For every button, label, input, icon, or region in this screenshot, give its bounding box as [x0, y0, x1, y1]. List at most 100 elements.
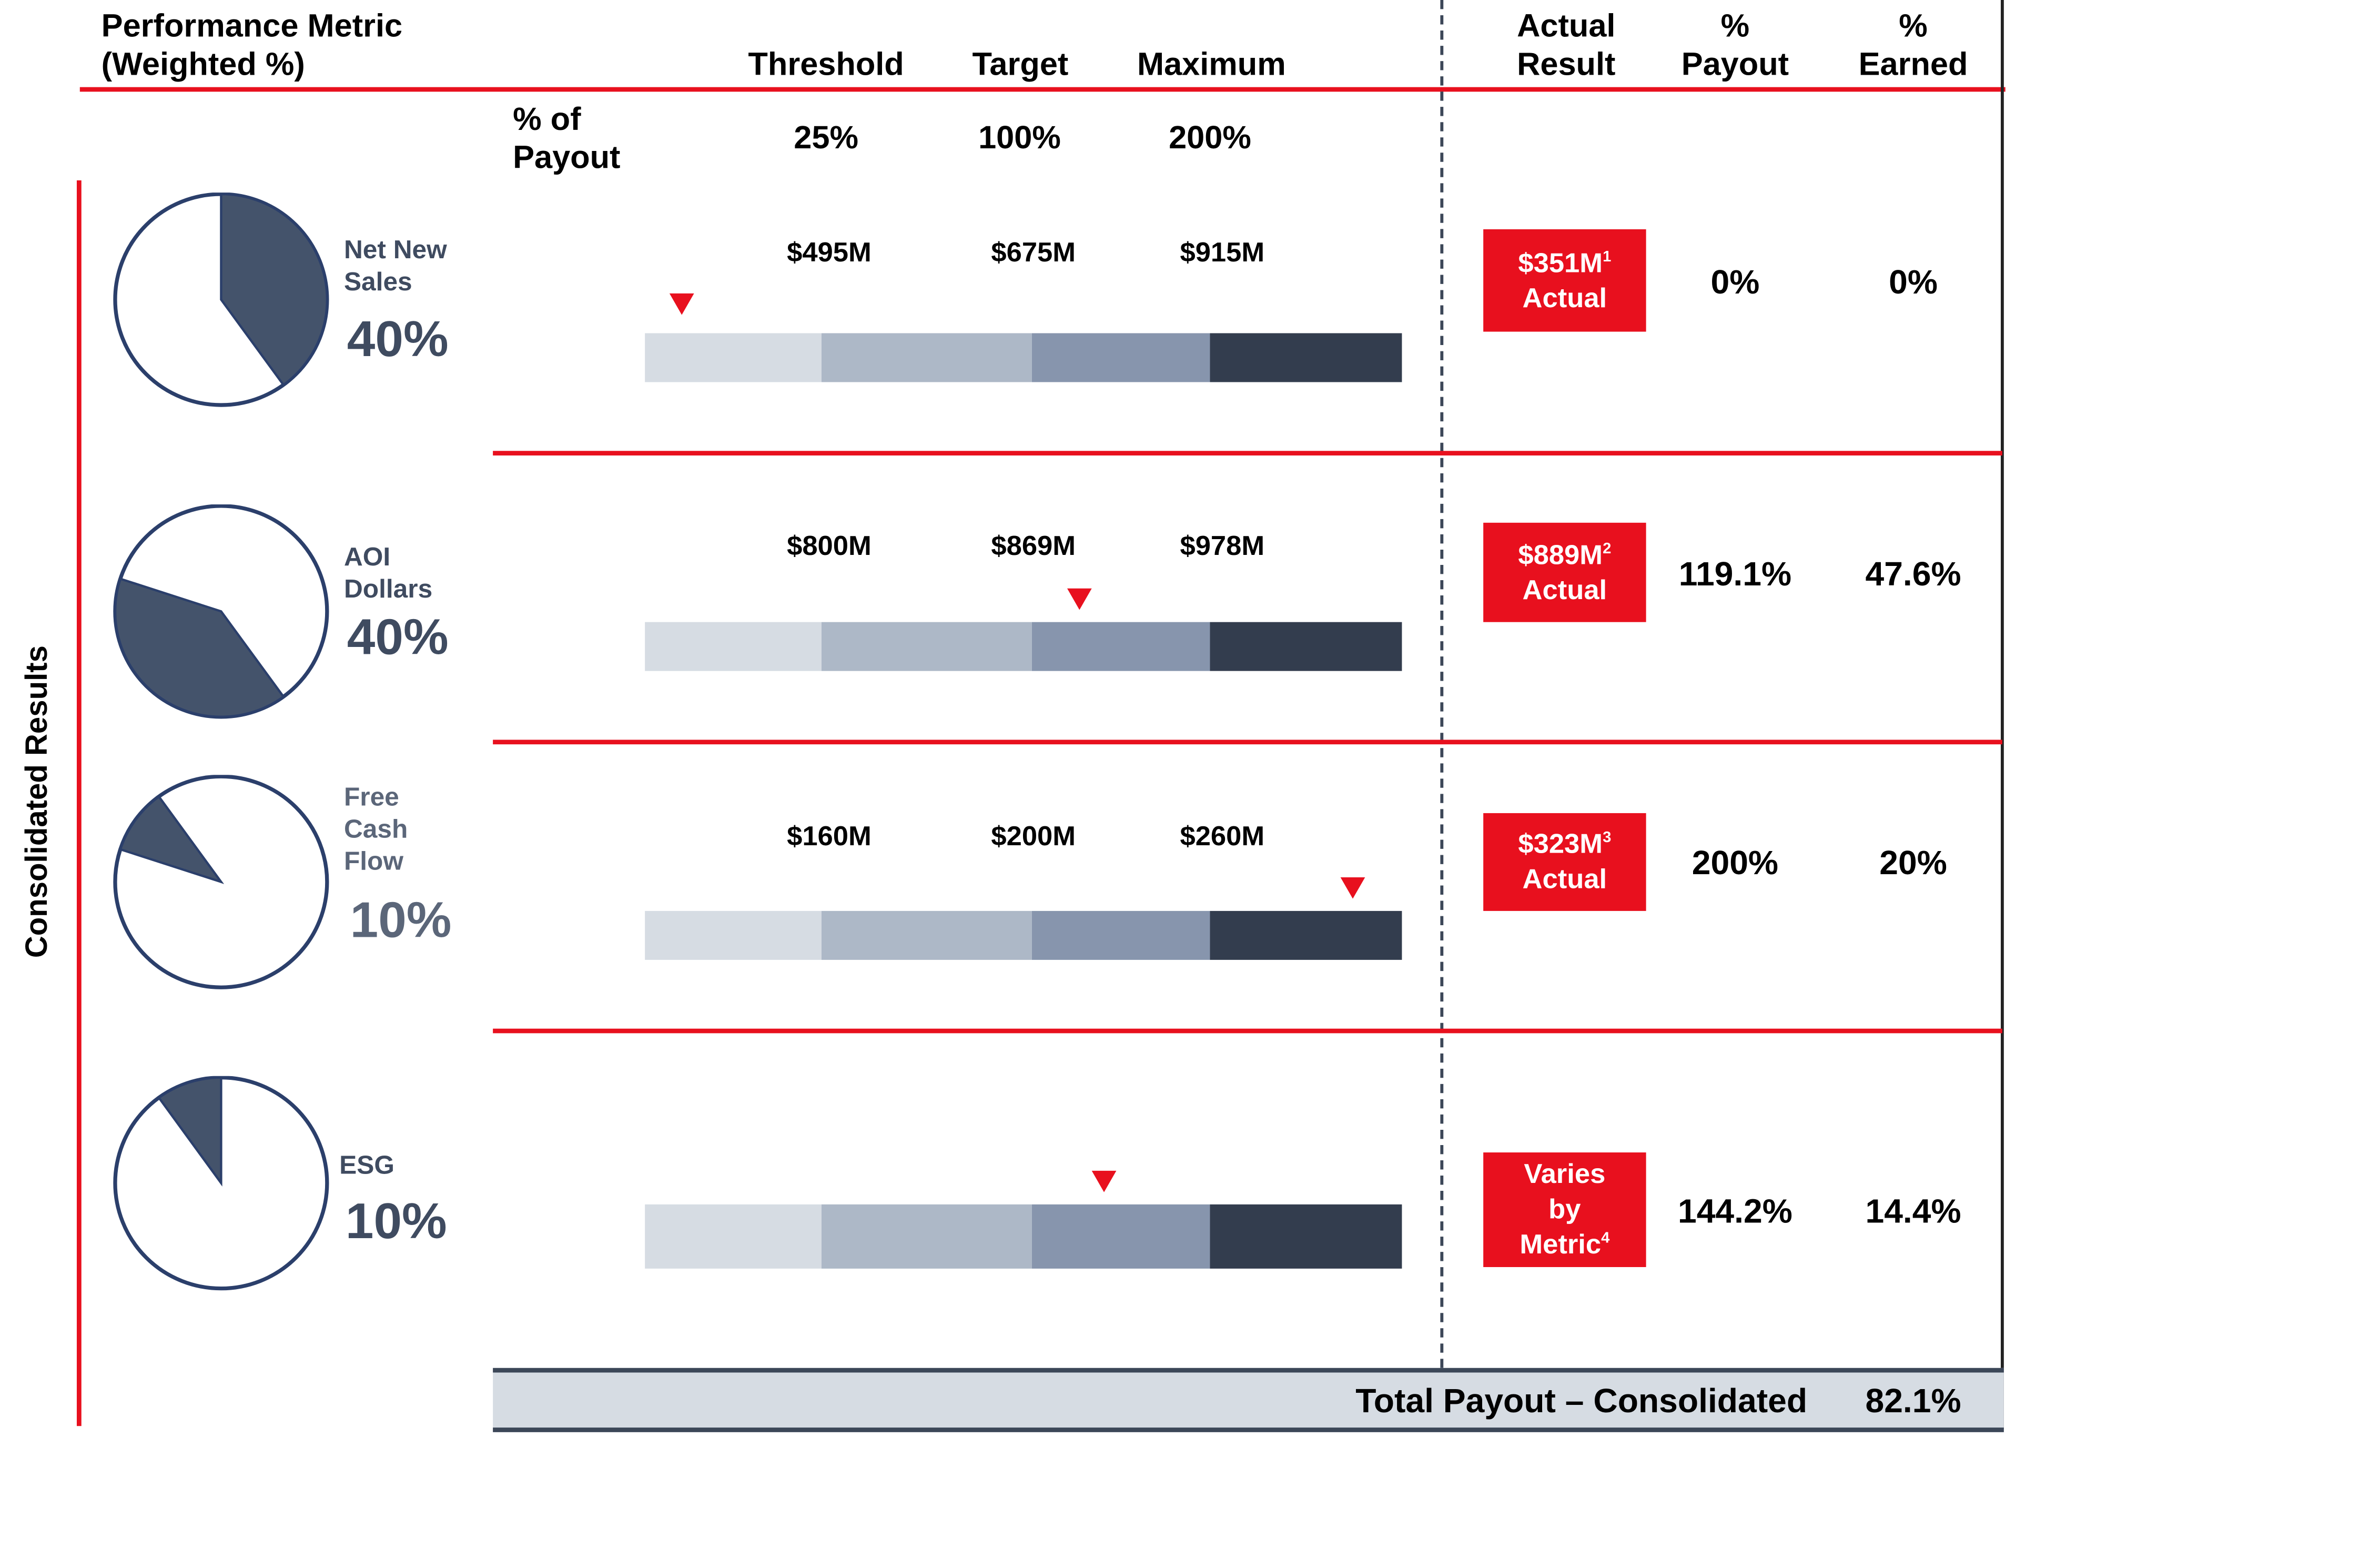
earned-3: 20% — [1879, 844, 1947, 882]
scale-segment-below-threshold — [645, 910, 822, 960]
metric-name-esg: ESG — [339, 1149, 394, 1181]
header-earned-line2: Earned — [1858, 47, 1968, 83]
footnote-marker: 2 — [1603, 540, 1612, 558]
actual-marker-3 — [1340, 877, 1365, 899]
header-payout-line2: Payout — [1681, 47, 1789, 83]
actual-label: Actual — [1522, 574, 1607, 605]
actual-line: by — [1548, 1193, 1581, 1224]
actual-line-text: Metric — [1520, 1229, 1602, 1260]
header-payout-line1: % — [1720, 9, 1750, 45]
metric-name-free-cash-flow: Free Cash Flow — [344, 781, 408, 877]
header-target: Target — [972, 47, 1069, 83]
payout-row-label-line1: % of — [513, 102, 581, 138]
threshold-value-3: $160M — [787, 821, 872, 852]
metric-weight-free-cash-flow: 10% — [350, 891, 452, 948]
target-value-1: $675M — [991, 237, 1076, 268]
payout-4: 144.2% — [1677, 1192, 1792, 1231]
scale-segment-threshold-target — [821, 622, 1032, 671]
scale-segment-threshold-target — [821, 1204, 1032, 1269]
actual-line: Metric4 — [1520, 1227, 1609, 1262]
metric-name-aoi-dollars: AOI Dollars — [344, 541, 432, 605]
pie-free-cash-flow — [113, 775, 329, 989]
header-divider — [79, 87, 2006, 92]
actual-result-3: $323M3 Actual — [1483, 813, 1646, 911]
actual-value: $323M — [1518, 828, 1603, 859]
metric-weight-esg: 10% — [345, 1192, 447, 1249]
footnote-marker: 3 — [1603, 829, 1612, 847]
footnote-marker: 1 — [1603, 248, 1612, 266]
scale-segment-above-max — [1210, 333, 1402, 382]
payout-target: 100% — [978, 120, 1061, 156]
metric-name-line: Dollars — [343, 574, 433, 604]
actual-result-4: Varies by Metric4 — [1483, 1152, 1646, 1267]
actual-value-line: $323M3 — [1518, 827, 1611, 862]
pie-slice-net-new-sales — [220, 193, 329, 387]
header-payout: % Payout — [1658, 8, 1812, 84]
pie-net-new-sales — [113, 193, 329, 407]
metric-name-line: Flow — [343, 846, 403, 876]
actual-result-1: $351M1 Actual — [1483, 229, 1646, 332]
header-actual-result: Actual Result — [1486, 8, 1646, 84]
scale-segment-target-max — [1031, 333, 1210, 382]
threshold-value-2: $800M — [787, 530, 872, 561]
header-actual-line1: Actual — [1517, 9, 1616, 45]
header-actual-line2: Result — [1517, 47, 1616, 83]
earned-2: 47.6% — [1865, 554, 1961, 593]
metric-weight-net-new-sales: 40% — [347, 310, 449, 367]
maximum-value-3: $260M — [1180, 821, 1265, 852]
actual-result-2: $889M2 Actual — [1483, 522, 1646, 622]
header-earned-line1: % — [1899, 9, 1928, 45]
earned-1: 0% — [1889, 262, 1938, 301]
actual-label: Actual — [1522, 863, 1607, 894]
scale-bar-2 — [645, 622, 1402, 671]
threshold-value-1: $495M — [787, 237, 872, 268]
metric-weight-aoi-dollars: 40% — [347, 608, 449, 665]
payout-threshold: 25% — [794, 120, 858, 156]
header-threshold: Threshold — [748, 47, 904, 83]
total-label: Total Payout – Consolidated — [1355, 1381, 1808, 1420]
header-metric-line2: (Weighted %) — [101, 47, 305, 83]
right-border — [2000, 0, 2003, 1430]
actual-value: $351M — [1518, 247, 1603, 278]
actual-marker-4 — [1091, 1170, 1117, 1192]
consolidated-bracket — [76, 180, 82, 1426]
payout-1: 0% — [1710, 262, 1760, 301]
pie-slice-free-cash-flow — [119, 795, 225, 884]
scale-segment-above-max — [1210, 622, 1402, 671]
scale-bar-4 — [645, 1204, 1402, 1269]
earned-4: 14.4% — [1865, 1192, 1961, 1231]
actual-marker-2 — [1067, 588, 1092, 610]
scale-segment-below-threshold — [645, 333, 822, 382]
pie-esg — [113, 1076, 329, 1291]
total-value: 82.1% — [1865, 1381, 1961, 1420]
pie-aoi-dollars — [113, 504, 329, 719]
scale-bar-1 — [645, 333, 1402, 382]
target-value-3: $200M — [991, 821, 1076, 852]
actual-line: Varies — [1524, 1158, 1606, 1189]
payout-maximum: 200% — [1169, 120, 1251, 156]
actual-value: $889M — [1518, 539, 1603, 570]
scale-segment-target-max — [1031, 622, 1210, 671]
metric-name-line: AOI — [343, 542, 391, 572]
payout-row-label-line2: Payout — [513, 140, 621, 176]
scale-bar-3 — [645, 910, 1402, 960]
target-value-2: $869M — [991, 530, 1076, 561]
scale-segment-target-max — [1031, 910, 1210, 960]
scale-segment-target-max — [1031, 1204, 1210, 1269]
header-maximum: Maximum — [1137, 47, 1286, 83]
header-metric-line1: Performance Metric — [101, 9, 403, 45]
scale-segment-threshold-target — [821, 333, 1032, 382]
total-bar: Total Payout – Consolidated 82.1% — [493, 1368, 2004, 1432]
actual-label: Actual — [1522, 282, 1607, 313]
scale-segment-below-threshold — [645, 622, 822, 671]
metric-name-line: Free — [343, 782, 399, 812]
pie-slice-aoi-dollars — [114, 577, 285, 718]
metric-name-line: Sales — [343, 267, 412, 297]
footnote-marker: 4 — [1601, 1230, 1610, 1248]
maximum-value-2: $978M — [1180, 530, 1265, 561]
row-divider-3 — [493, 1028, 2002, 1034]
row-divider-2 — [493, 740, 2002, 745]
payout-2: 119.1% — [1678, 554, 1792, 593]
metric-name-net-new-sales: Net New Sales — [344, 234, 447, 298]
